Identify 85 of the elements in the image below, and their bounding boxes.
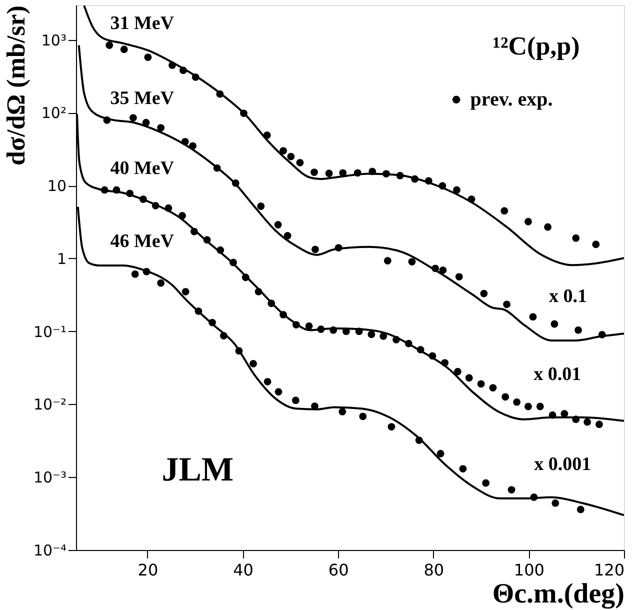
annotation: ¹²C(p,p) <box>492 31 580 60</box>
point <box>596 420 603 428</box>
point <box>584 418 592 426</box>
annotation: 31 MeV <box>110 12 174 34</box>
point <box>459 465 467 473</box>
point <box>455 273 463 280</box>
point <box>408 258 416 266</box>
point <box>436 450 444 458</box>
x-axis-title: Θc.m.(deg) <box>492 578 624 610</box>
point <box>524 218 532 226</box>
annotation: x 0.1 <box>548 286 587 307</box>
point <box>264 378 272 386</box>
point <box>560 410 568 418</box>
point <box>250 360 257 368</box>
point <box>524 402 532 410</box>
point <box>384 257 392 264</box>
point <box>131 270 139 278</box>
point <box>454 368 462 376</box>
x-tick-label: 120 <box>594 560 624 580</box>
point <box>280 147 287 154</box>
point <box>465 374 473 382</box>
y-tick-label: 10⁻⁴ <box>33 542 66 560</box>
point <box>592 240 600 248</box>
y-tick-label: 1 <box>56 250 66 268</box>
annotation: 46 MeV <box>110 230 174 252</box>
point <box>489 384 497 392</box>
annotation: 40 MeV <box>110 158 174 179</box>
x-tick-label: 100 <box>514 560 544 580</box>
point <box>368 330 376 338</box>
point <box>439 266 447 274</box>
y-tick-label: 10³ <box>41 31 66 50</box>
point <box>552 499 560 507</box>
y-tick-label: 10² <box>41 104 66 122</box>
point <box>480 290 488 298</box>
point <box>296 158 304 166</box>
point <box>572 234 580 242</box>
point <box>529 313 537 321</box>
point <box>576 506 584 514</box>
point <box>544 223 552 231</box>
point <box>503 300 510 308</box>
point <box>157 279 165 287</box>
point <box>310 168 318 176</box>
annotation: x 0.01 <box>534 364 582 386</box>
annotation: x 0.001 <box>534 454 592 476</box>
point <box>325 170 333 178</box>
point <box>274 388 282 396</box>
point <box>500 207 508 215</box>
y-tick-label: 10⁻¹ <box>33 322 66 341</box>
point <box>287 152 295 160</box>
y-tick-label: 10⁻² <box>33 396 66 414</box>
point <box>257 202 265 210</box>
point <box>508 486 516 494</box>
point <box>477 380 485 388</box>
line-series <box>83 5 624 266</box>
point <box>482 479 490 487</box>
annotation: 35 MeV <box>110 88 174 110</box>
point <box>274 221 282 228</box>
point <box>388 423 396 431</box>
point <box>359 412 367 420</box>
y-tick-label: 10⁻³ <box>33 468 66 487</box>
point <box>453 186 460 194</box>
x-tick-label: 20 <box>138 560 158 580</box>
point <box>292 396 300 404</box>
point <box>182 288 190 296</box>
point <box>144 54 152 61</box>
point <box>312 246 319 254</box>
point <box>129 114 137 122</box>
point <box>120 46 128 54</box>
point <box>157 124 165 132</box>
x-tick-label: 80 <box>424 560 444 580</box>
point <box>536 402 544 410</box>
point <box>502 393 510 401</box>
y-tick-label: 10 <box>47 177 66 196</box>
point <box>106 42 114 49</box>
point <box>574 326 582 334</box>
legend-label: prev. exp. <box>470 88 553 111</box>
point <box>284 232 292 240</box>
x-tick-label: 40 <box>233 560 254 580</box>
point <box>513 398 520 406</box>
x-tick-label: 60 <box>328 560 349 580</box>
point <box>550 320 558 328</box>
annotation: JLM <box>162 452 234 489</box>
point <box>338 408 346 416</box>
y-axis-title: dσ/dΩ (mb/sr) <box>1 6 30 166</box>
point <box>305 322 313 330</box>
